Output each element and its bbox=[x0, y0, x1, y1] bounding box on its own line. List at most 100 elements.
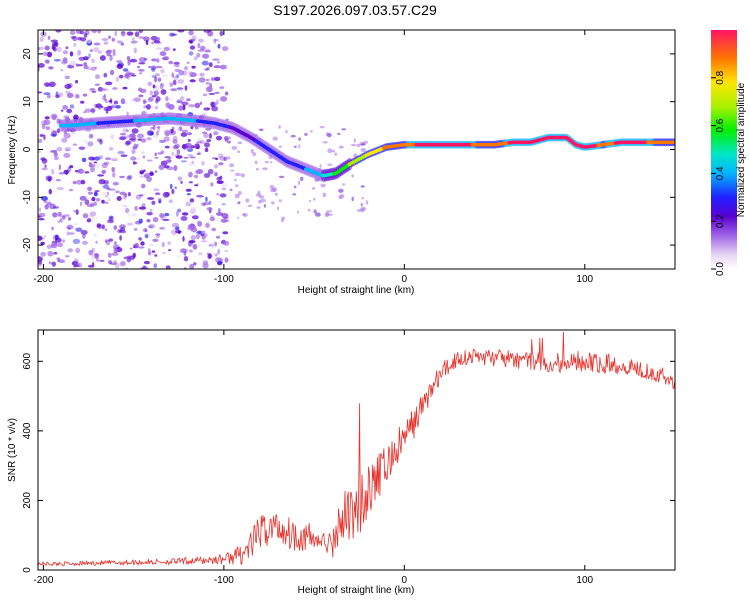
noise-blob bbox=[338, 195, 343, 200]
noise-blob bbox=[203, 30, 211, 33]
noise-blob bbox=[264, 160, 269, 164]
noise-blob bbox=[151, 41, 155, 45]
noise-blob bbox=[69, 188, 74, 192]
noise-blob bbox=[65, 46, 69, 50]
noise-blob bbox=[43, 168, 47, 171]
snr-panel: -200 -100 0 100 0 200 400 600 Height of straig… bbox=[7, 329, 676, 596]
noise-blob bbox=[113, 248, 118, 254]
noise-blob bbox=[210, 101, 216, 108]
y-tick-label: 20 bbox=[22, 48, 33, 60]
noise-blob bbox=[198, 77, 206, 83]
noise-blob bbox=[170, 88, 178, 92]
noise-blob bbox=[150, 35, 158, 41]
noise-blob bbox=[84, 171, 90, 174]
noise-blob bbox=[227, 140, 231, 144]
colorbar-tick-label: 0.6 bbox=[715, 118, 726, 132]
noise-blob bbox=[184, 85, 188, 91]
noise-blob bbox=[204, 142, 210, 148]
noise-blob bbox=[197, 43, 201, 49]
noise-blob bbox=[47, 250, 54, 257]
noise-blob bbox=[176, 149, 181, 155]
noise-blob bbox=[196, 145, 200, 150]
noise-blob bbox=[327, 163, 333, 166]
noise-blob bbox=[108, 35, 111, 39]
noise-blob bbox=[75, 247, 81, 254]
noise-blob bbox=[119, 136, 127, 141]
snr-series-line bbox=[38, 331, 675, 567]
noise-blob bbox=[203, 133, 209, 138]
noise-blob bbox=[56, 257, 61, 261]
noise-blob bbox=[95, 240, 98, 244]
noise-blob bbox=[185, 188, 192, 192]
noise-blob bbox=[186, 132, 193, 136]
snr-xlabel: Height of straight line (km) bbox=[298, 585, 415, 596]
noise-blob bbox=[189, 71, 194, 78]
noise-blob bbox=[73, 114, 79, 120]
noise-blob bbox=[168, 199, 173, 203]
noise-blob bbox=[194, 184, 199, 187]
noise-blob bbox=[137, 133, 144, 139]
noise-blob bbox=[207, 253, 212, 259]
noise-blob bbox=[189, 41, 194, 44]
noise-blob bbox=[96, 197, 101, 202]
noise-blob bbox=[40, 241, 45, 246]
noise-blob bbox=[193, 175, 197, 178]
noise-blob bbox=[69, 30, 76, 36]
noise-blob bbox=[106, 49, 113, 53]
noise-blob bbox=[75, 63, 79, 67]
noise-blob bbox=[122, 68, 129, 72]
noise-blob bbox=[205, 222, 210, 228]
noise-blob bbox=[64, 84, 72, 89]
noise-blob bbox=[91, 30, 97, 34]
noise-blob bbox=[191, 215, 199, 220]
noise-blob bbox=[81, 240, 88, 245]
noise-blob bbox=[146, 104, 151, 110]
noise-blob bbox=[113, 100, 119, 105]
noise-blob bbox=[209, 132, 212, 139]
noise-blob bbox=[202, 53, 210, 59]
noise-blob bbox=[278, 145, 283, 148]
noise-blob bbox=[327, 148, 333, 154]
noise-blob bbox=[117, 150, 125, 155]
noise-blob bbox=[72, 143, 78, 146]
noise-blob bbox=[224, 91, 229, 96]
noise-blob bbox=[219, 64, 227, 70]
noise-blob bbox=[271, 201, 275, 205]
noise-blob bbox=[162, 251, 166, 255]
noise-blob bbox=[109, 146, 114, 151]
noise-blob bbox=[144, 234, 149, 239]
noise-blob bbox=[87, 186, 93, 191]
noise-blob bbox=[189, 198, 195, 203]
noise-blob bbox=[254, 160, 258, 165]
noise-blob bbox=[83, 62, 88, 66]
noise-blob bbox=[196, 153, 201, 155]
noise-blob bbox=[188, 224, 196, 230]
noise-blob bbox=[101, 199, 105, 204]
noise-blob bbox=[197, 137, 202, 144]
noise-blob bbox=[91, 254, 96, 260]
noise-blob bbox=[58, 164, 62, 171]
noise-blob bbox=[122, 128, 129, 133]
noise-blob bbox=[185, 201, 191, 207]
noise-blob bbox=[133, 47, 137, 54]
noise-blob bbox=[56, 146, 63, 152]
noise-blob bbox=[237, 201, 241, 205]
noise-blob bbox=[120, 98, 126, 105]
noise-blob bbox=[143, 174, 150, 179]
noise-blob bbox=[217, 208, 221, 213]
noise-blob bbox=[84, 199, 90, 206]
noise-blob bbox=[223, 240, 230, 246]
noise-blob bbox=[52, 114, 57, 121]
noise-blob bbox=[139, 88, 147, 93]
noise-blob bbox=[105, 157, 112, 161]
noise-blob bbox=[353, 138, 356, 143]
noise-blob bbox=[76, 179, 83, 185]
noise-blob bbox=[201, 234, 206, 240]
noise-blob bbox=[210, 77, 215, 81]
snr-x-axis: -200 -100 0 100 bbox=[33, 330, 594, 586]
noise-blob bbox=[73, 258, 79, 265]
noise-blob bbox=[144, 228, 148, 233]
noise-blob bbox=[218, 162, 224, 166]
noise-blob bbox=[171, 222, 180, 228]
noise-blob bbox=[77, 49, 81, 56]
